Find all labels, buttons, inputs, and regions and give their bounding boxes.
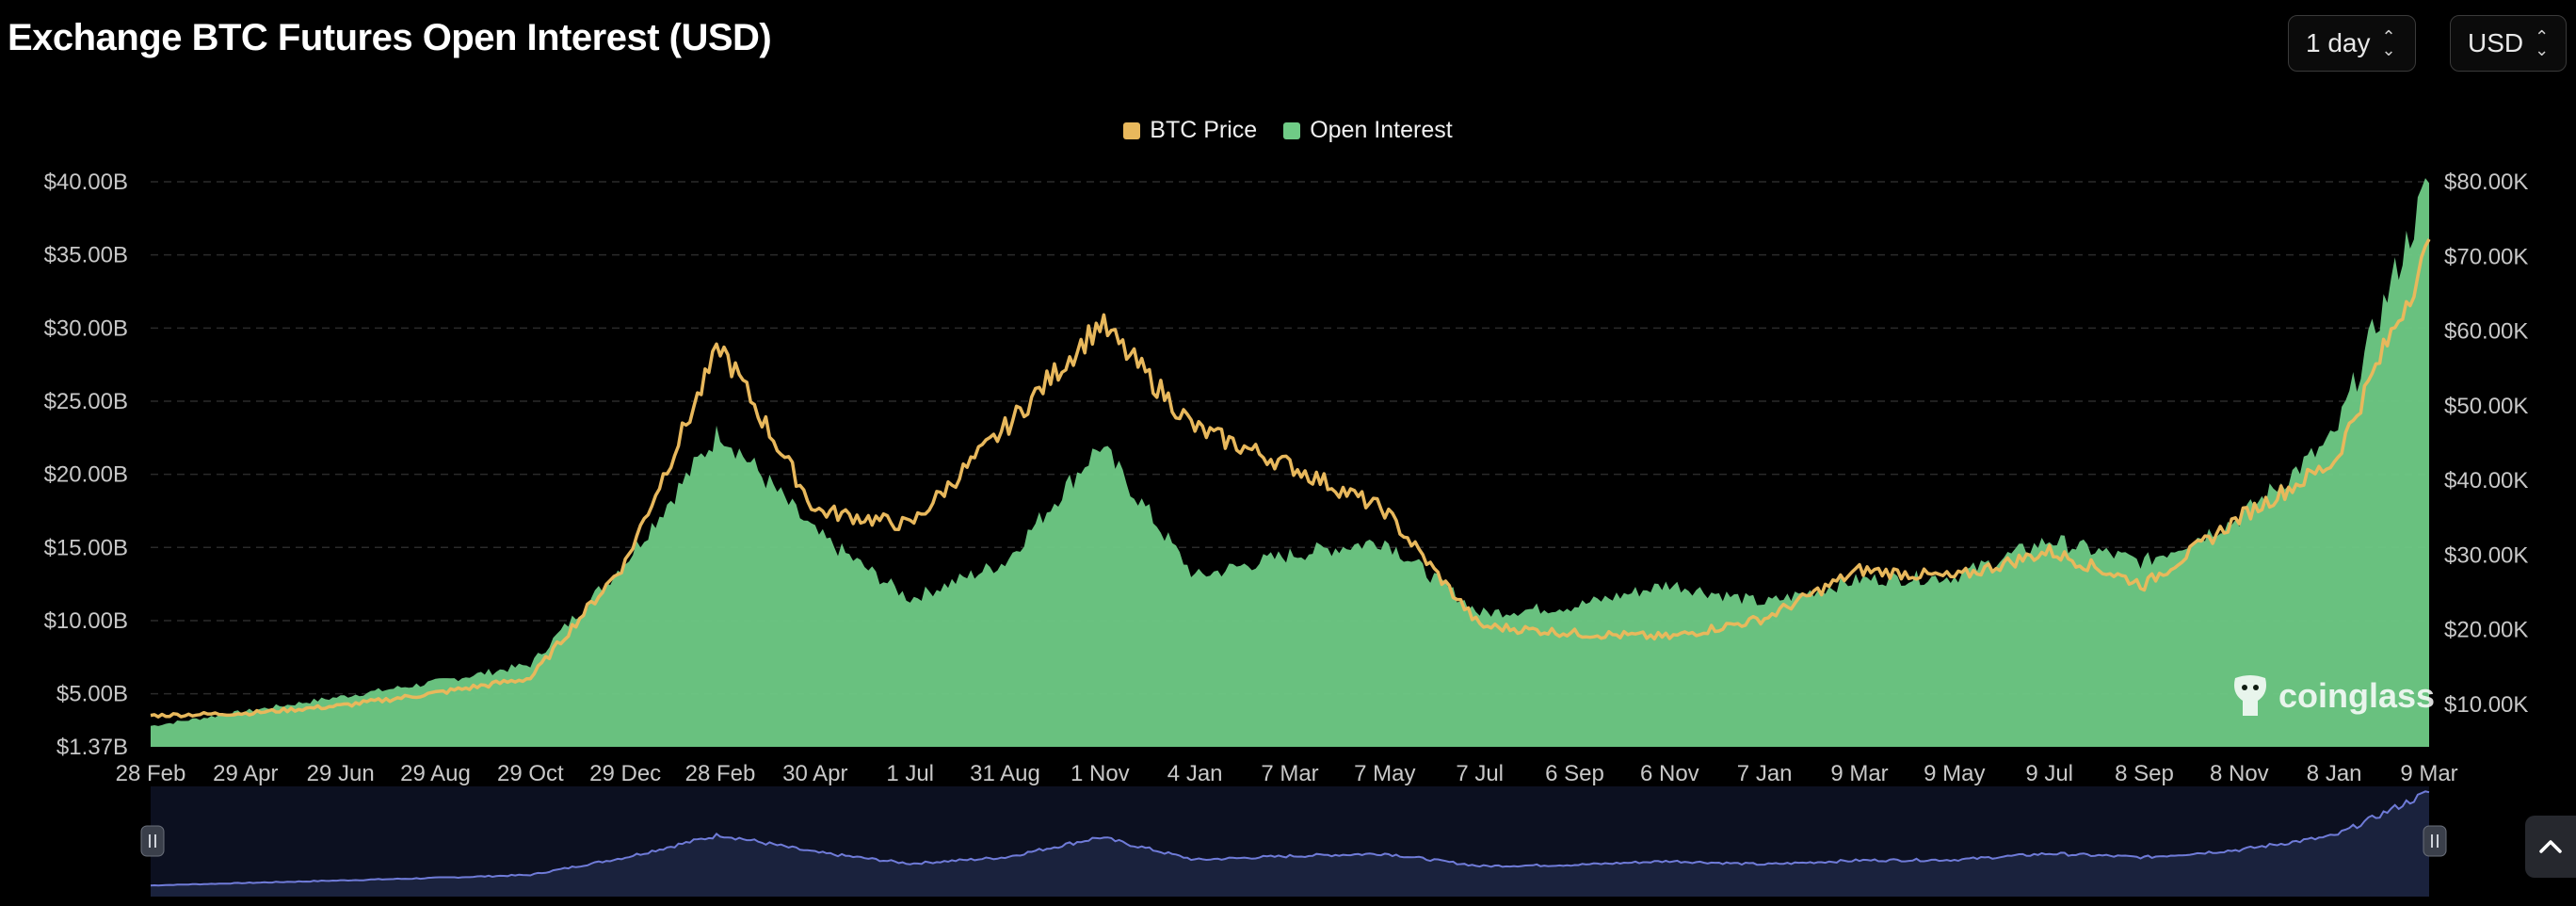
up-down-chevron-icon: ⌃ ⌄ — [2535, 27, 2550, 59]
right-axis-tick-label: $70.00K — [2444, 244, 2528, 269]
left-y-axis: $40.00B $35.00B $30.00B $25.00B $20.00B $15.0… — [44, 170, 128, 760]
x-axis-tick-label: 29 Apr — [213, 761, 278, 786]
x-axis-tick-label: 4 Jan — [1167, 761, 1223, 786]
x-axis-tick-label: 9 Mar — [1830, 761, 1888, 786]
unit-select[interactable]: USD ⌃ ⌄ — [2450, 15, 2567, 72]
legend-label-btc-price: BTC Price — [1150, 117, 1258, 143]
period-select[interactable]: 1 day ⌃ ⌄ — [2288, 15, 2416, 72]
x-axis-tick-label: 7 Jul — [1456, 761, 1504, 786]
x-axis-tick-label: 1 Nov — [1071, 761, 1130, 786]
x-axis-tick-label: 8 Jan — [2307, 761, 2362, 786]
x-axis-tick-label: 7 Jan — [1737, 761, 1793, 786]
x-axis-tick-label: 28 Feb — [116, 761, 186, 786]
right-y-axis: $80.00K $70.00K $60.00K $50.00K $40.00K $30.0… — [2444, 170, 2528, 718]
x-axis-tick-label: 8 Sep — [2115, 761, 2174, 786]
up-down-chevron-icon: ⌃ ⌄ — [2381, 27, 2396, 59]
btc-price-line-layer — [150, 238, 2431, 719]
x-axis-tick-label: 7 May — [1354, 761, 1415, 786]
range-navigator — [140, 786, 2447, 897]
x-axis-tick-label: 9 May — [1924, 761, 1985, 786]
legend-swatch-btc-price — [1123, 121, 1141, 139]
x-axis-tick-label: 7 Mar — [1261, 761, 1318, 786]
left-axis-tick-label: $20.00B — [44, 462, 128, 488]
x-axis: 28 Feb 29 Apr 29 Jun 29 Aug 29 Oct 29 Dec 28 F… — [116, 761, 2458, 786]
x-axis-tick-label: 29 Aug — [400, 761, 471, 786]
unit-select-value: USD — [2468, 28, 2524, 57]
right-axis-tick-label: $80.00K — [2444, 170, 2528, 195]
left-axis-tick-label: $10.00B — [44, 608, 128, 634]
left-axis-tick-label: $15.00B — [44, 535, 128, 560]
navigator-left-handle[interactable] — [140, 825, 165, 857]
legend-swatch-open-interest — [1283, 121, 1301, 139]
x-axis-tick-label: 6 Nov — [1640, 761, 1699, 786]
chart-legend: BTC Price Open Interest — [0, 117, 2576, 144]
x-axis-tick-label: 6 Sep — [1545, 761, 1604, 786]
left-axis-tick-label: $1.37B — [56, 735, 128, 760]
coinglass-watermark: coinglass — [2230, 672, 2435, 720]
open-interest-area — [151, 178, 2429, 748]
chevron-up-icon — [2539, 840, 2562, 853]
left-axis-tick-label: $5.00B — [56, 682, 128, 707]
x-axis-tick-label: 30 Apr — [782, 761, 847, 786]
navigator-line — [150, 790, 2430, 887]
right-axis-tick-label: $20.00K — [2444, 618, 2528, 643]
coinglass-watermark-text: coinglass — [2278, 676, 2436, 715]
coinglass-logo-icon — [2234, 675, 2266, 716]
x-axis-tick-label: 29 Dec — [589, 761, 661, 786]
scroll-to-top-button[interactable] — [2525, 816, 2576, 878]
legend-label-open-interest: Open Interest — [1310, 117, 1453, 143]
left-axis-tick-label: $25.00B — [44, 389, 128, 414]
right-axis-tick-label: $60.00K — [2444, 319, 2528, 345]
right-axis-tick-label: $10.00K — [2444, 692, 2528, 718]
period-select-value: 1 day — [2306, 28, 2371, 57]
left-axis-tick-label: $30.00B — [44, 315, 128, 341]
left-axis-tick-label: $35.00B — [44, 243, 128, 268]
legend-item-open-interest[interactable]: Open Interest — [1283, 117, 1453, 144]
right-axis-tick-label: $40.00K — [2444, 468, 2528, 493]
drag-handle — [140, 825, 165, 857]
drag-handle — [2423, 825, 2447, 857]
x-axis-tick-label: 9 Mar — [2400, 761, 2457, 786]
legend-item-btc-price[interactable]: BTC Price — [1123, 117, 1257, 144]
x-axis-tick-label: 9 Jul — [2025, 761, 2073, 786]
x-axis-tick-label: 31 Aug — [970, 761, 1040, 786]
x-axis-tick-label: 28 Feb — [685, 761, 756, 786]
right-axis-tick-label: $30.00K — [2444, 542, 2528, 568]
x-axis-tick-label: 29 Oct — [497, 761, 564, 786]
btc-price-line — [150, 238, 2431, 719]
x-axis-tick-label: 29 Jun — [307, 761, 375, 786]
navigator-area — [151, 791, 2429, 897]
navigator-right-handle[interactable] — [2423, 825, 2447, 857]
x-axis-tick-label: 8 Nov — [2210, 761, 2269, 786]
left-axis-tick-label: $40.00B — [44, 170, 128, 195]
x-axis-tick-label: 1 Jul — [886, 761, 934, 786]
right-axis-tick-label: $50.00K — [2444, 394, 2528, 419]
page-title: Exchange BTC Futures Open Interest (USD) — [8, 17, 772, 58]
open-interest-area-layer — [151, 178, 2429, 748]
